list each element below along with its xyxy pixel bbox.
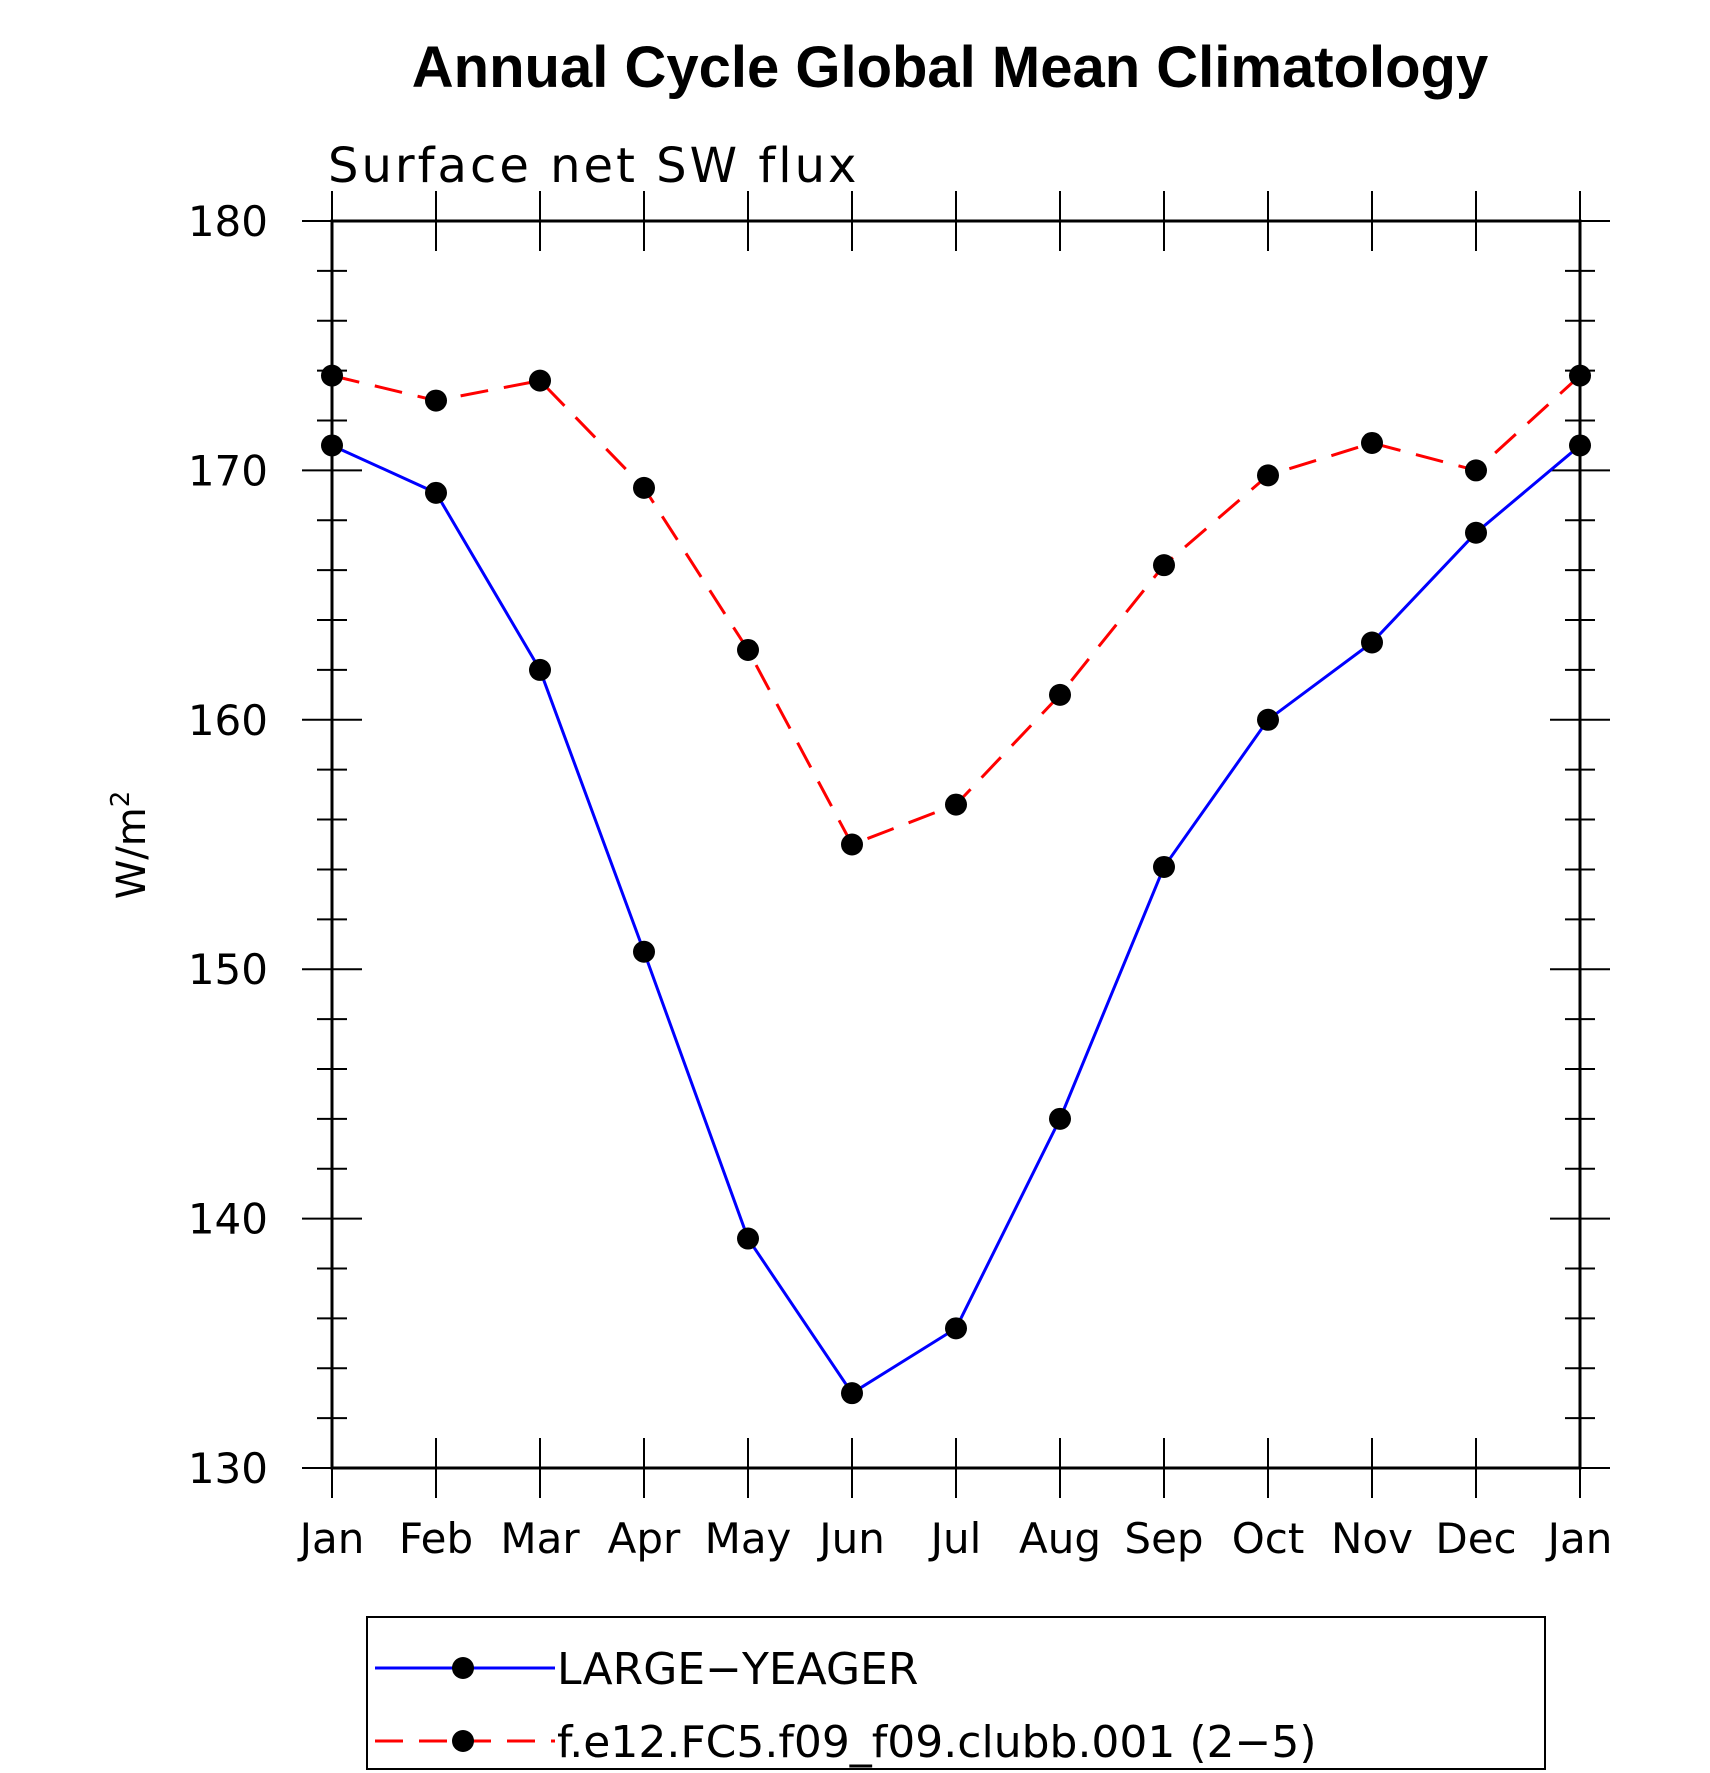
x-tick-label: Jan: [297, 1514, 365, 1563]
series-2-point: [1465, 459, 1487, 482]
series-1-point: [1569, 434, 1591, 457]
y-axis-label-exponent: 2: [106, 791, 136, 808]
series-1-point: [1361, 631, 1383, 654]
series-2-point: [1049, 683, 1071, 706]
x-tick-label: Apr: [608, 1514, 681, 1563]
x-tick-label: Nov: [1331, 1514, 1413, 1563]
x-tick-label: Aug: [1019, 1514, 1101, 1563]
series-line-1: [331, 444, 1581, 1396]
series-2-point: [841, 833, 863, 856]
legend-label-2: f.e12.FC5.f09_f09.clubb.001 (2−5): [557, 1717, 1317, 1768]
y-tick-label: 160: [188, 696, 268, 745]
y-tick-label: 150: [188, 945, 268, 994]
y-tick-label: 170: [188, 446, 268, 495]
x-tick-label: Jan: [1545, 1514, 1613, 1563]
y-axis-label-unit: W/m: [109, 807, 155, 899]
x-tick-label: Mar: [500, 1514, 580, 1563]
y-tick-label: 140: [188, 1195, 268, 1244]
series-layer: [321, 364, 1591, 1405]
x-tick-label: Jul: [928, 1514, 982, 1563]
series-2-point: [1257, 464, 1279, 487]
series-line-2: [331, 374, 1582, 847]
series-2-point: [945, 793, 967, 816]
series-2-point: [425, 389, 447, 412]
legend-label-1: LARGE−YEAGER: [557, 1644, 918, 1695]
series-1-point: [1049, 1107, 1071, 1130]
series-1-point: [529, 658, 551, 681]
x-tick-label: Dec: [1435, 1514, 1516, 1563]
y-axis-labels: 130 140 150 160 170 180: [188, 197, 268, 1493]
series-1-point: [321, 434, 343, 457]
y-tick-label: 180: [188, 197, 268, 246]
x-tick-label: Sep: [1124, 1514, 1203, 1563]
series-2-point: [1361, 431, 1383, 454]
legend-marker-2: [452, 1730, 474, 1752]
series-2-point: [1569, 364, 1591, 387]
series-1-point: [1153, 855, 1175, 878]
series-2-point: [321, 364, 343, 387]
series-2-point: [633, 476, 655, 499]
series-1-point: [737, 1227, 759, 1250]
x-tick-label: Feb: [399, 1514, 473, 1563]
series-1-point: [425, 481, 447, 504]
x-tick-label: May: [705, 1514, 792, 1563]
plot-frame: [330, 219, 1582, 1470]
series-1-point: [1465, 521, 1487, 544]
x-tick-label: Jun: [816, 1514, 885, 1563]
x-axis-ticks: [331, 191, 1581, 1498]
legend: LARGE−YEAGER f.e12.FC5.f09_f09.clubb.001 …: [375, 1644, 1317, 1768]
y-axis-label: W/m2: [106, 791, 155, 900]
series-1-point: [841, 1382, 863, 1405]
x-tick-label: Oct: [1232, 1514, 1305, 1563]
x-axis-labels: Jan Feb Mar Apr May Jun Jul Aug Sep Oct Nov Dec Jan: [297, 1514, 1613, 1563]
legend-box: [366, 1616, 1546, 1770]
legend-marker-1: [452, 1657, 474, 1679]
series-1-point: [945, 1317, 967, 1340]
series-2-point: [1153, 554, 1175, 577]
series-1-point: [1257, 708, 1279, 731]
y-tick-label: 130: [188, 1444, 268, 1493]
series-2-point: [737, 638, 759, 661]
series-2-point: [529, 369, 551, 392]
series-1-point: [633, 940, 655, 963]
y-axis-ticks: [302, 220, 1610, 1469]
chart-title: Annual Cycle Global Mean Climatology: [412, 35, 1488, 100]
chart-subtitle: Surface net SW flux: [328, 138, 859, 194]
